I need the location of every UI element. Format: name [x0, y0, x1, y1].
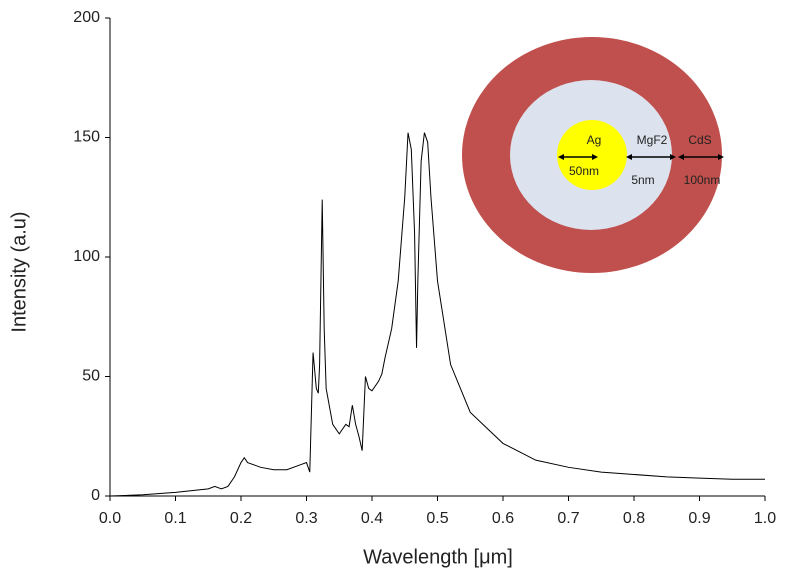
x-tick-label: 1.0	[754, 510, 776, 527]
y-tick-label: 50	[82, 368, 100, 385]
x-axis-title: Wavelength [μm]	[363, 546, 513, 568]
x-tick-label: 0.4	[361, 510, 383, 527]
x-tick-label: 0.8	[623, 510, 645, 527]
annotation: 100nm	[684, 173, 721, 187]
x-tick-label: 0.6	[492, 510, 514, 527]
annotation: MgF2	[637, 133, 668, 147]
x-tick-label: 0.2	[230, 510, 252, 527]
y-tick-label: 200	[73, 9, 100, 26]
x-tick-label: 0.7	[557, 510, 579, 527]
y-tick-label: 100	[73, 248, 100, 265]
y-axis-title: Intensity (a.u)	[8, 211, 30, 332]
arrow-heads	[558, 154, 724, 160]
annotation: Ag	[587, 133, 602, 147]
x-tick-label: 0.0	[99, 510, 121, 527]
y-tick-label: 0	[91, 487, 100, 504]
annotation: 50nm	[569, 164, 599, 178]
x-tick-label: 0.1	[164, 510, 186, 527]
y-tick-label: 150	[73, 129, 100, 146]
x-tick-label: 0.9	[688, 510, 710, 527]
line	[109, 132, 765, 497]
annotation: 5nm	[631, 173, 654, 187]
annotation: CdS	[688, 133, 711, 147]
x-tick-label: 0.5	[426, 510, 448, 527]
x-tick-label: 0.3	[295, 510, 317, 527]
